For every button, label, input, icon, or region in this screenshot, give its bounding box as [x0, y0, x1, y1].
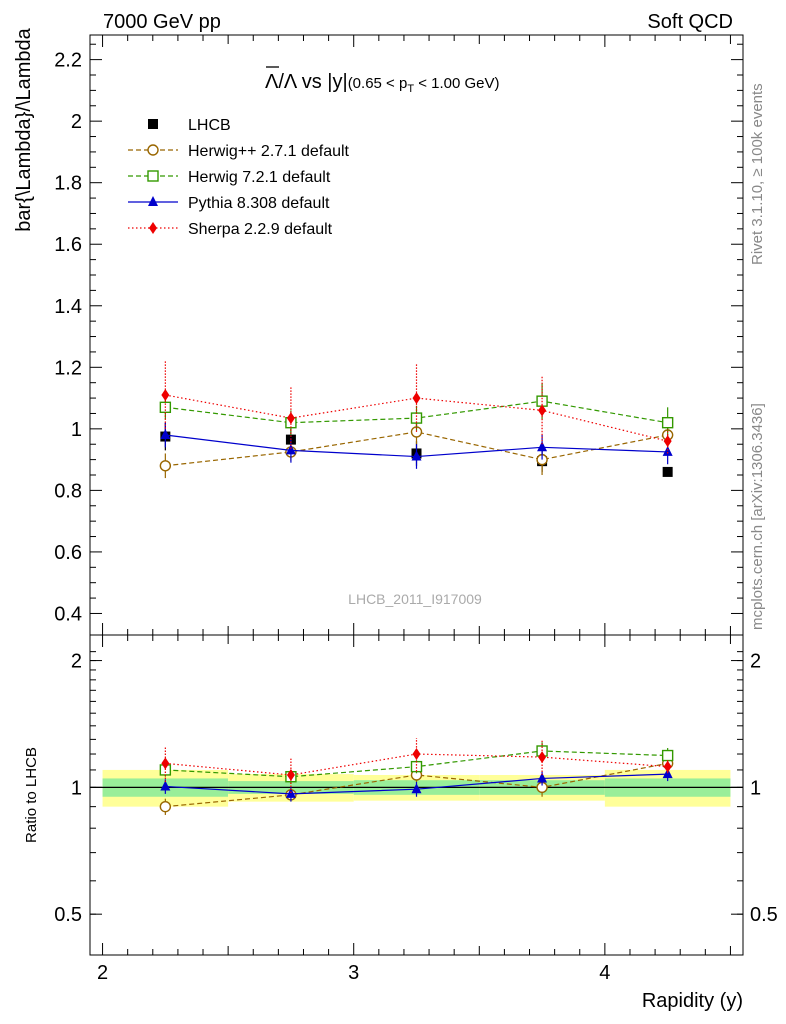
ratio-data-point — [663, 760, 672, 773]
legend-marker — [147, 144, 159, 156]
ratio-ytick-label: 1 — [71, 777, 82, 799]
main-series-line — [165, 394, 668, 442]
ratio-data-point — [161, 757, 170, 770]
main-series-line — [165, 431, 668, 467]
mcplots-label: mcplots.cern.ch [arXiv:1306.3436] — [749, 403, 766, 630]
legend-entry-label: Herwig 7.2.1 default — [188, 169, 331, 186]
main-panel: 0.4 0.6 0.8 1 1.2 1.4 1.6 1.8 2 2.2 Λ/Λ vs |y|(0.… — [13, 27, 744, 636]
ratio-ytick-label-right: 1 — [750, 777, 761, 799]
ratio-ytick-label: 2 — [71, 651, 82, 673]
main-data-point — [412, 392, 421, 405]
ratio-ytick-label-right: 0.5 — [750, 904, 778, 926]
ratio-xlabel: Rapidity (y) — [642, 990, 743, 1012]
main-ytick-label: 0.4 — [54, 603, 82, 625]
ratio-data-point — [661, 749, 674, 762]
ratio-series-line — [165, 762, 668, 808]
main-ytick-label: 0.6 — [54, 542, 82, 564]
main-ytick-label: 1.2 — [54, 357, 82, 379]
plot-title: Λ/Λ vs |y|(0.65 < pT < 1.00 GeV) — [265, 71, 500, 95]
legend-entry-label: Pythia 8.308 default — [188, 195, 330, 212]
plot-title-sub: (0.65 < p — [348, 75, 408, 92]
legend-entry-label: LHCB — [188, 117, 231, 134]
main-data-point — [411, 450, 422, 461]
ratio-series-layer — [159, 737, 674, 815]
main-data-point — [662, 466, 673, 477]
main-data-point — [538, 404, 547, 417]
main-ytick-label: 2.2 — [54, 50, 82, 72]
plot-title-sub-end: < 1.00 GeV) — [414, 75, 499, 92]
ratio-panel: 0.5 0.5 1 1 2 2 2 3 4 Ratio to LHCB Rapidity (y) — [23, 634, 778, 1012]
main-ytick-label: 2 — [71, 111, 82, 133]
main-data-point — [285, 444, 296, 455]
legend: LHCB Herwig++ 2.7.1 default Herwig 7.2.1 d… — [128, 117, 350, 238]
header-right-label: Soft QCD — [647, 11, 733, 33]
legend-entry-label: Sherpa 2.2.9 default — [188, 221, 333, 238]
main-data-point — [663, 435, 672, 448]
legend-marker — [148, 196, 158, 206]
main-data-point — [537, 441, 548, 452]
plot-title-main: Λ/Λ vs |y| — [265, 71, 348, 93]
legend-marker — [148, 119, 158, 129]
main-ytick-label: 1.8 — [54, 173, 82, 195]
main-series-layer — [159, 361, 674, 479]
legend-entry-label: Herwig++ 2.7.1 default — [188, 143, 350, 160]
ratio-data-point — [538, 751, 547, 764]
legend-marker — [149, 222, 157, 234]
main-ytick-label: 0.8 — [54, 480, 82, 502]
main-ylabel: bar{\Lambda}/\Lambda — [13, 27, 35, 231]
ratio-plot-frame — [89, 634, 744, 956]
main-data-point — [661, 416, 674, 429]
ratio-data-point — [412, 748, 421, 761]
main-data-point — [161, 389, 170, 401]
ratio-ytick-label-right: 2 — [750, 651, 761, 673]
ratio-ylabel: Ratio to LHCB — [23, 747, 40, 843]
rivet-version-label: Rivet 3.1.10, ≥ 100k events — [749, 83, 766, 265]
ratio-data-point — [286, 768, 295, 781]
ratio-data-point — [537, 772, 548, 783]
main-axis-ticks: 0.4 0.6 0.8 1 1.2 1.4 1.6 1.8 2 2.2 — [54, 35, 743, 635]
ratio-data-point — [160, 780, 171, 791]
analysis-watermark: LHCB_2011_I917009 — [348, 591, 482, 607]
ratio-xtick-label: 3 — [348, 962, 359, 984]
ratio-xtick-label: 2 — [97, 962, 108, 984]
main-ytick-label: 1.4 — [54, 296, 82, 318]
ratio-data-point — [411, 783, 422, 794]
main-ytick-label: 1.6 — [54, 234, 82, 256]
ratio-data-point — [159, 800, 172, 813]
legend-marker — [147, 170, 159, 182]
main-data-point — [286, 412, 295, 425]
plot-title-sub-sub: T — [407, 83, 414, 95]
main-data-point — [662, 445, 673, 456]
ratio-axis-ticks: 0.5 0.5 1 1 2 2 2 3 4 — [54, 635, 778, 984]
main-ytick-label: 1 — [71, 419, 82, 441]
header-left-label: 7000 GeV pp — [103, 11, 221, 33]
ratio-xtick-label: 4 — [599, 962, 610, 984]
ratio-ytick-label: 0.5 — [54, 904, 82, 926]
main-data-point — [159, 460, 172, 472]
main-data-point — [160, 429, 171, 439]
